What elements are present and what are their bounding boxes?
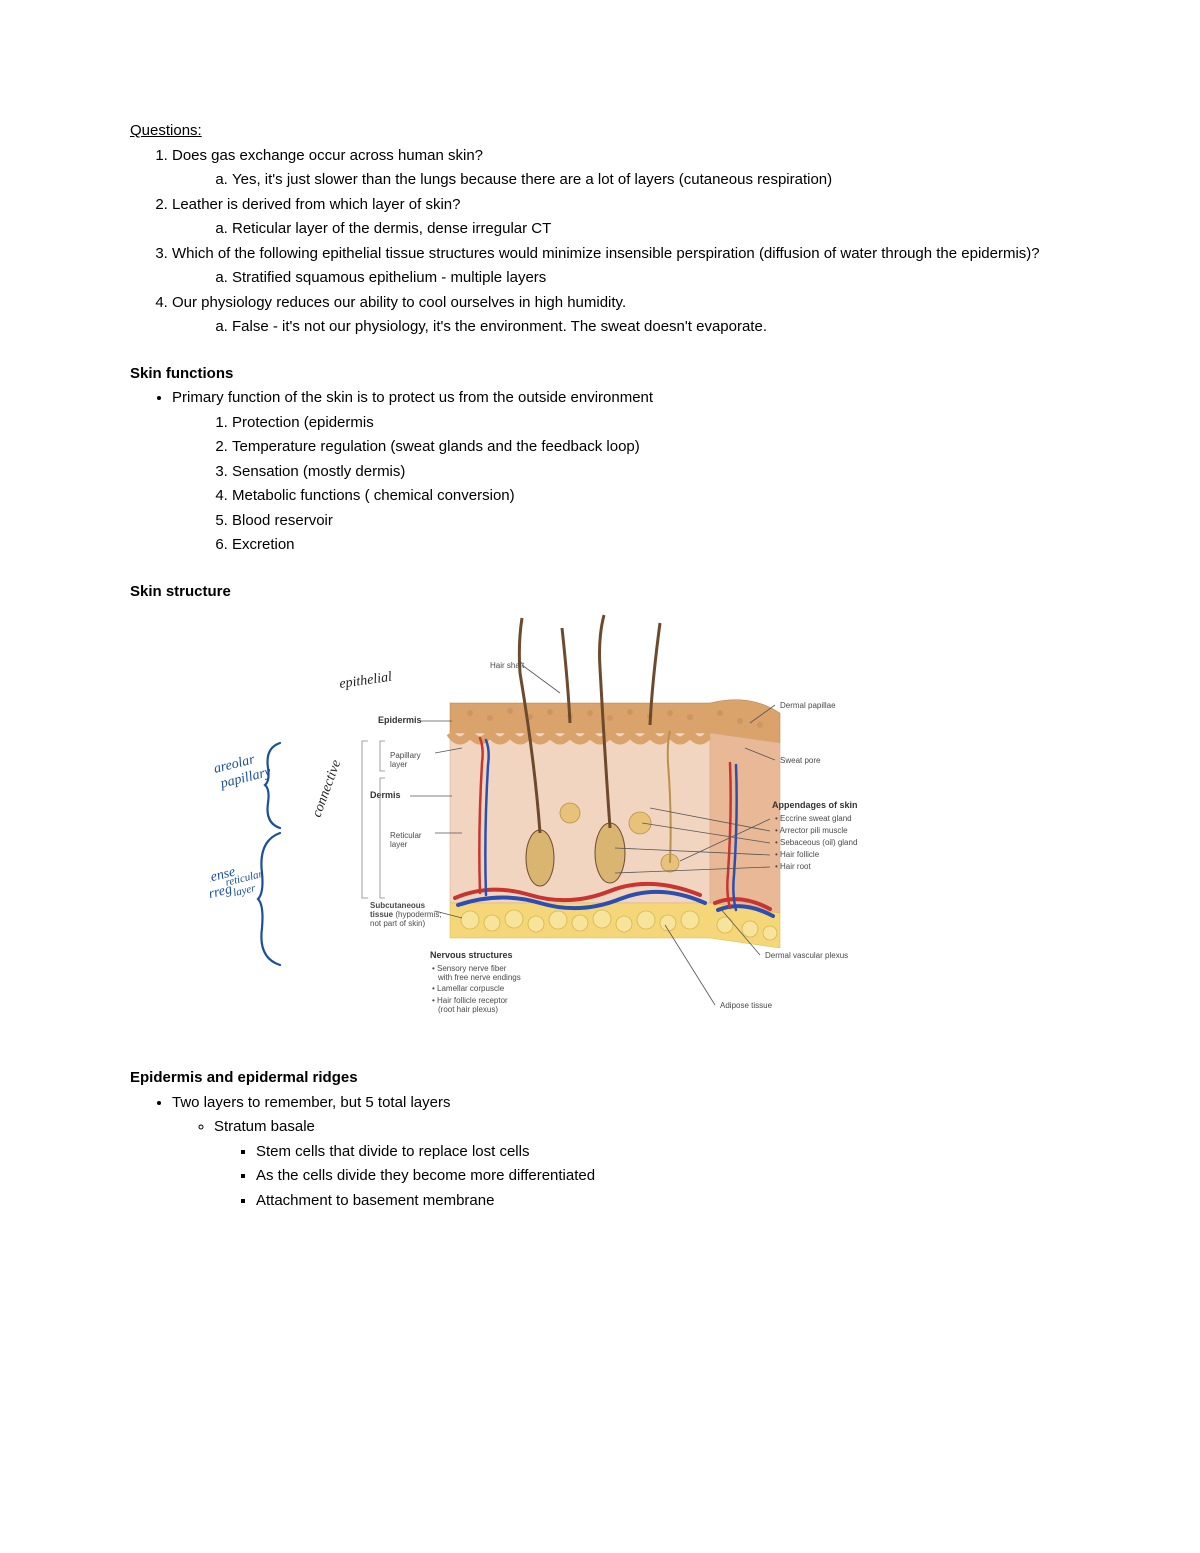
function-item: Sensation (mostly dermis) [232, 461, 1070, 484]
label-vascular-plexus: Dermal vascular plexus [765, 951, 848, 960]
epidermis-point: Attachment to basement membrane [256, 1190, 1070, 1213]
epidermis-point: Stem cells that divide to replace lost c… [256, 1141, 1070, 1164]
answer-text: Reticular layer of the dermis, dense irr… [232, 218, 1070, 241]
label-dermal-papillae: Dermal papillae [780, 701, 836, 710]
label-appendages-title: Appendages of skin [772, 800, 858, 810]
skin-functions-intro: Primary function of the skin is to prote… [172, 387, 1070, 557]
question-item: Leather is derived from which layer of s… [172, 194, 1070, 241]
label-hair-follicle: • Hair follicle [775, 850, 820, 859]
skin-diagram-svg: Hair shaft Epidermis Papillarylayer Derm… [210, 613, 910, 1043]
label-adipose: Adipose tissue [720, 1001, 773, 1010]
label-hair-shaft: Hair shaft [490, 661, 525, 670]
epidermis-intro: Two layers to remember, but 5 total laye… [172, 1092, 1070, 1213]
function-item: Temperature regulation (sweat glands and… [232, 436, 1070, 459]
answer-text: False - it's not our physiology, it's th… [232, 316, 1070, 339]
label-dermis: Dermis [370, 790, 401, 800]
label-hair-receptor: • Hair follicle receptor(root hair plexu… [432, 996, 508, 1014]
questions-list: Does gas exchange occur across human ski… [130, 145, 1070, 339]
function-item: Metabolic functions ( chemical conversio… [232, 485, 1070, 508]
questions-heading: Questions: [130, 120, 1070, 143]
epidermis-heading: Epidermis and epidermal ridges [130, 1067, 1070, 1090]
label-reticular: Reticularlayer [390, 831, 422, 849]
function-item: Blood reservoir [232, 510, 1070, 533]
label-subcutaneous: Subcutaneoustissue (hypodermis;not part … [370, 901, 442, 928]
label-sebaceous: • Sebaceous (oil) gland [775, 838, 857, 847]
answer-text: Stratified squamous epithelium - multipl… [232, 267, 1070, 290]
question-item: Does gas exchange occur across human ski… [172, 145, 1070, 192]
questions-section: Questions: Does gas exchange occur acros… [130, 120, 1070, 339]
function-item: Protection (epidermis [232, 412, 1070, 435]
answer-text: Yes, it's just slower than the lungs bec… [232, 169, 1070, 192]
label-sweat-pore: Sweat pore [780, 756, 821, 765]
skin-diagram: Hair shaft Epidermis Papillarylayer Derm… [210, 613, 910, 1043]
question-text: Leather is derived from which layer of s… [172, 196, 460, 213]
skin-functions-section: Skin functions Primary function of the s… [130, 363, 1070, 557]
label-arrector: • Arrector pili muscle [775, 826, 848, 835]
label-hair-root: • Hair root [775, 862, 811, 871]
label-lamellar: • Lamellar corpuscle [432, 984, 505, 993]
epidermis-sublayer: Stratum basale Stem cells that divide to… [214, 1116, 1070, 1212]
label-nervous-title: Nervous structures [430, 950, 513, 960]
skin-functions-heading: Skin functions [130, 363, 1070, 386]
skin-structure-heading: Skin structure [130, 581, 1070, 604]
question-item: Which of the following epithelial tissue… [172, 243, 1070, 290]
skin-structure-section: Skin structure [130, 581, 1070, 1044]
epidermis-point: As the cells divide they become more dif… [256, 1165, 1070, 1188]
function-item: Excretion [232, 534, 1070, 557]
annotation-epithelial: epithelial [338, 670, 393, 692]
label-papillary: Papillarylayer [390, 751, 421, 769]
label-epidermis: Epidermis [378, 715, 422, 725]
question-item: Our physiology reduces our ability to co… [172, 292, 1070, 339]
question-text: Which of the following epithelial tissue… [172, 245, 1040, 262]
label-sensory-nerve: • Sensory nerve fiberwith free nerve end… [432, 964, 521, 982]
question-text: Our physiology reduces our ability to co… [172, 294, 626, 311]
epidermis-list: Two layers to remember, but 5 total laye… [130, 1092, 1070, 1213]
annotation-areolar: areolarpapillary [212, 749, 273, 792]
question-text: Does gas exchange occur across human ski… [172, 147, 483, 164]
skin-functions-list: Primary function of the skin is to prote… [130, 387, 1070, 557]
epidermis-section: Epidermis and epidermal ridges Two layer… [130, 1067, 1070, 1212]
label-eccrine: • Eccrine sweat gland [775, 814, 852, 823]
annotation-connective: connective [310, 758, 345, 819]
